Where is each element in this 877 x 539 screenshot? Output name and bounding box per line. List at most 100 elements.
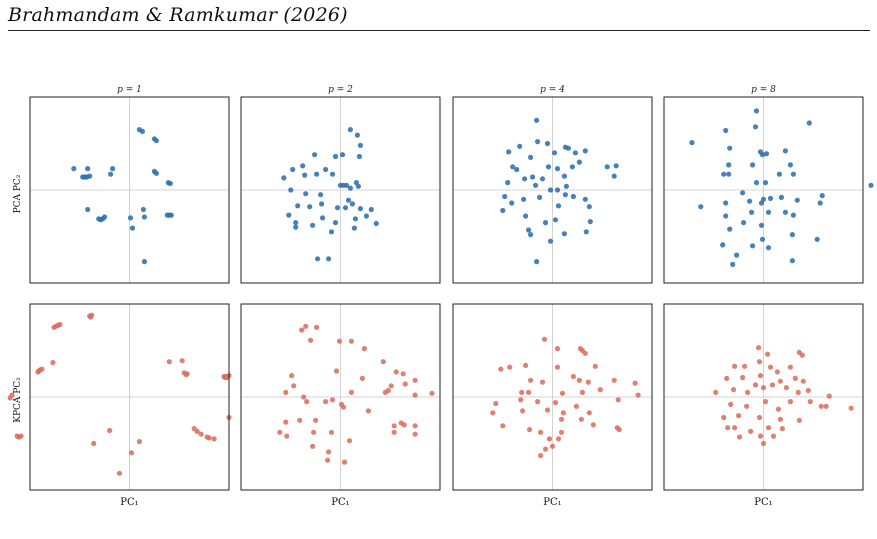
scatter-point (517, 143, 523, 149)
scatter-point (576, 159, 583, 165)
scatter-point (762, 399, 769, 405)
scatter-point (391, 429, 397, 435)
scatter-point (542, 446, 549, 452)
scatter-point (153, 138, 159, 144)
scatter-point (518, 397, 524, 403)
scatter-point (343, 182, 350, 188)
scatter-point (561, 231, 568, 237)
scatter-point (293, 220, 299, 226)
scatter-point (526, 227, 532, 233)
scatter-point (750, 162, 756, 168)
scatter-point (332, 153, 339, 160)
scatter-point (354, 132, 360, 138)
scatter-point (184, 371, 190, 377)
scatter-point (800, 378, 806, 384)
scatter-point (299, 327, 305, 333)
scatter-point (613, 163, 619, 169)
scatter-point (528, 377, 534, 383)
scatter-point (328, 429, 335, 435)
scatter-point (787, 399, 794, 405)
scatter-point (534, 259, 540, 265)
scatter-point (823, 403, 829, 409)
scatter-point (538, 453, 544, 459)
panel-frame (29, 303, 230, 491)
scatter-point (528, 232, 534, 238)
scatter-point (373, 220, 379, 227)
scatter-point (790, 212, 797, 218)
x-axis-label: PC₁ (754, 497, 772, 508)
scatter-point (355, 183, 361, 189)
scatter-point (775, 406, 782, 412)
scatter-point (767, 364, 774, 370)
scatter-point (303, 191, 309, 197)
scatter-point (539, 176, 546, 182)
x-axis-label: PC₁ (120, 497, 138, 508)
scatter-point (412, 431, 418, 437)
scatter-point (179, 358, 185, 364)
scatter-point (741, 220, 747, 226)
scatter-point (506, 149, 512, 155)
scatter-point (790, 171, 797, 177)
scatter-point (759, 236, 766, 242)
scatter-point (388, 383, 394, 389)
scatter-point (547, 238, 554, 244)
scatter-point (737, 434, 743, 440)
scatter-point (740, 190, 746, 196)
scatter-point (348, 389, 354, 395)
scatter-point (288, 187, 294, 193)
scatter-point (304, 399, 310, 405)
scatter-point (544, 407, 551, 413)
header-rule (8, 30, 870, 31)
scatter-point (796, 417, 802, 423)
scatter-point (750, 243, 756, 249)
scatter-point (314, 324, 320, 330)
scatter-point (583, 229, 589, 235)
scatter-point (555, 203, 562, 209)
scatter-point (554, 346, 561, 352)
scatter-point (721, 171, 727, 177)
scatter-point (107, 427, 113, 434)
scatter-point (807, 399, 813, 405)
scatter-point (806, 120, 812, 126)
scatter-point (721, 414, 727, 421)
scatter-point (380, 359, 386, 365)
scatter-point (757, 373, 764, 379)
scatter-point (300, 163, 306, 169)
scatter-point (747, 198, 753, 204)
scatter-point (578, 416, 585, 422)
scatter-point (586, 204, 592, 210)
scatter-point (297, 417, 303, 423)
scatter-point (140, 206, 146, 213)
scatter-point (319, 201, 325, 207)
scatter-point (765, 245, 772, 251)
panel-frame (240, 303, 441, 491)
scatter-point (302, 172, 308, 178)
scatter-point (96, 216, 102, 222)
panel-pca-4: p = 8 (663, 85, 874, 284)
scatter-point (315, 256, 321, 262)
scatter-point (720, 242, 726, 248)
scatter-point (528, 154, 534, 160)
scatter-point (777, 378, 784, 384)
scatter-point (323, 166, 329, 173)
scatter-point (400, 371, 406, 377)
scatter-point (723, 200, 729, 206)
scatter-point (551, 150, 558, 156)
scatter-point (848, 405, 854, 411)
scatter-point (787, 364, 794, 370)
scatter-point (325, 457, 331, 463)
panel-frame (452, 303, 653, 491)
scatter-point (521, 196, 527, 202)
scatter-point (799, 352, 805, 358)
scatter-point (127, 215, 134, 221)
scatter-point (726, 171, 732, 177)
scatter-point (559, 390, 566, 396)
scatter-point (590, 422, 596, 428)
panel-frame (452, 96, 653, 284)
panel-frame (29, 96, 230, 284)
panel-title: p = 8 (751, 85, 776, 95)
scatter-point (356, 153, 362, 160)
scatter-point (206, 435, 212, 441)
scatter-point (587, 219, 593, 225)
